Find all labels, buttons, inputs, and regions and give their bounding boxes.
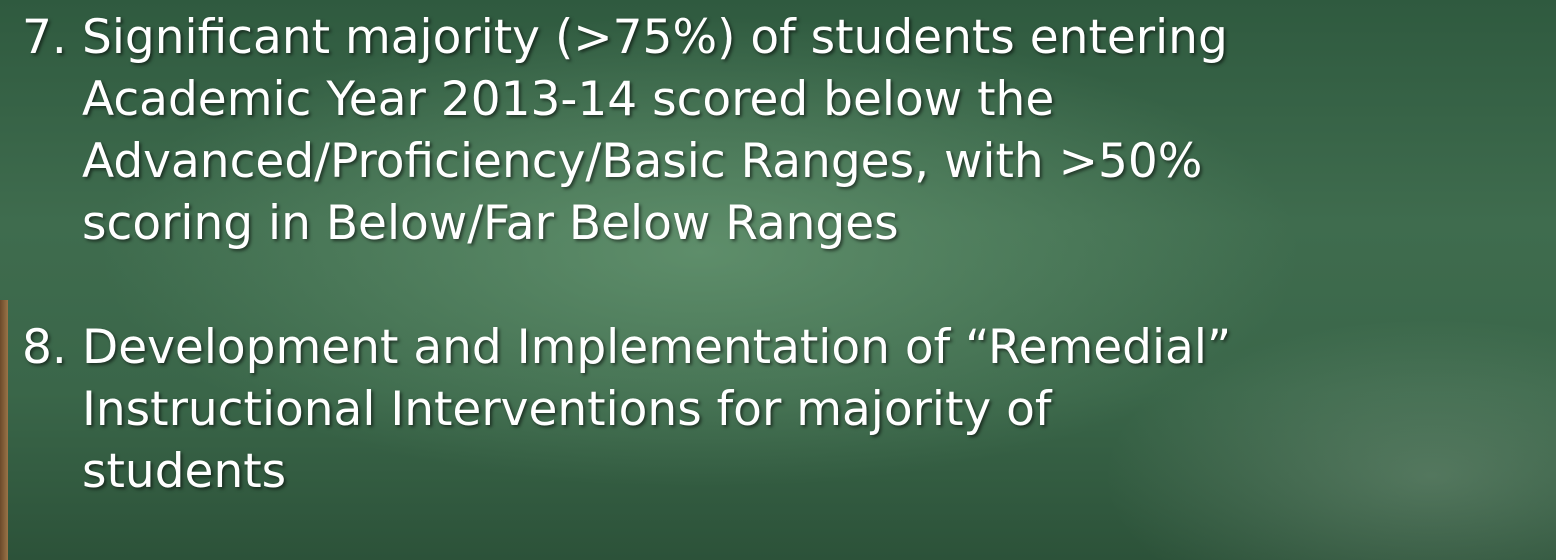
item-number: 7. bbox=[22, 8, 67, 68]
item-text-line: Academic Year 2013-14 scored below the bbox=[82, 70, 1054, 130]
item-text-line: Advanced/Proficiency/Basic Ranges, with … bbox=[82, 132, 1202, 192]
item-text-line: scoring in Below/Far Below Ranges bbox=[82, 194, 899, 254]
item-text-line: Instructional Interventions for majority… bbox=[82, 380, 1051, 440]
item-text-line: Development and Implementation of “Remed… bbox=[82, 318, 1231, 378]
item-text-line: Significant majority (>75%) of students … bbox=[82, 8, 1228, 68]
item-number: 8. bbox=[22, 318, 67, 378]
item-text-line: students bbox=[82, 442, 286, 502]
slide: 7.Significant majority (>75%) of student… bbox=[0, 0, 1556, 560]
board-frame bbox=[0, 300, 8, 560]
